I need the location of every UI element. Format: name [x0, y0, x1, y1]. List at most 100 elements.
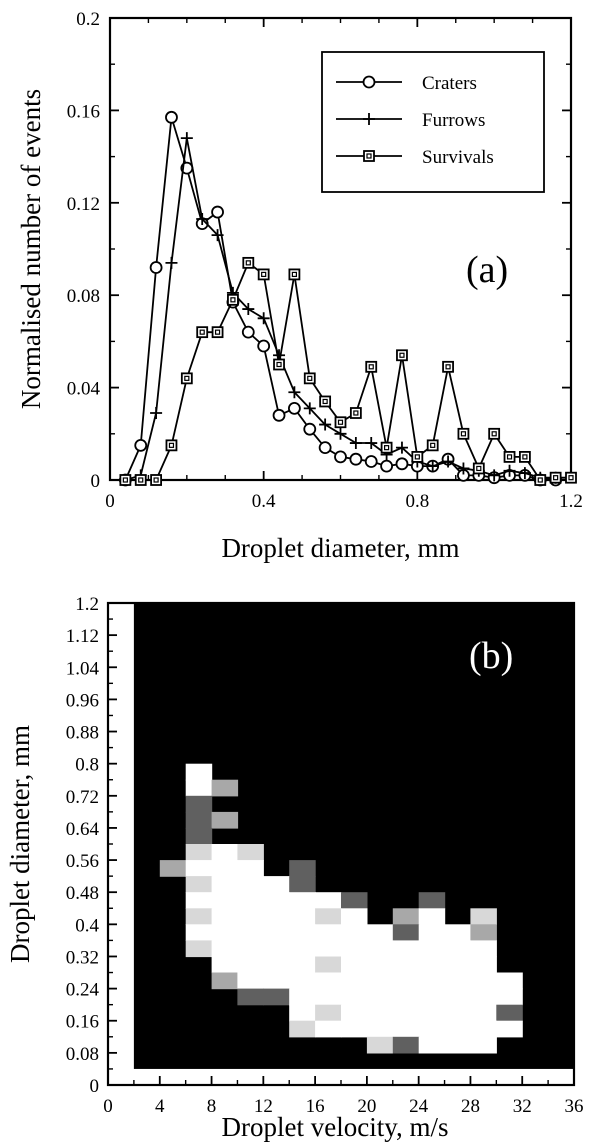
- heatmap-cell: [392, 924, 420, 941]
- series-survivals: [119, 256, 577, 486]
- legend-marker: [363, 150, 375, 162]
- heatmap-cell: [185, 940, 213, 958]
- square-inner: [506, 454, 513, 460]
- heatmap-cell: [211, 860, 239, 877]
- data-point-survivals: [534, 474, 547, 486]
- heatmap-cell: [263, 924, 290, 941]
- square-outer: [334, 416, 347, 429]
- data-point-survivals: [257, 268, 270, 281]
- square-outer: [150, 474, 163, 486]
- heatmap-cell: [366, 940, 394, 958]
- square-inner: [199, 329, 205, 335]
- square-outer: [380, 441, 393, 454]
- y-tick-label-b: 0.48: [66, 883, 99, 904]
- square-inner: [291, 271, 297, 278]
- square-inner: [368, 364, 374, 370]
- square-outer: [457, 427, 470, 440]
- heatmap-cell: [470, 1020, 497, 1038]
- legend-box: [321, 51, 545, 193]
- data-point-furrows: [442, 455, 455, 468]
- data-point-furrows: [349, 437, 362, 450]
- heatmap-cell: [185, 779, 213, 797]
- x-tick-label-b: 12: [254, 1096, 273, 1117]
- square-outer: [426, 439, 439, 452]
- heatmap-cell: [211, 972, 239, 990]
- heatmap-cell: [315, 908, 342, 925]
- heatmap-cell: [392, 1004, 420, 1022]
- heatmap-cell: [470, 1004, 497, 1022]
- x-tick-label-a: 0: [105, 491, 115, 512]
- square-outer: [242, 256, 255, 269]
- square-outer: [180, 372, 193, 385]
- legend-entry-craters: Craters: [336, 73, 477, 94]
- heatmap-cell: [470, 972, 497, 990]
- heatmap-cell: [289, 988, 316, 1006]
- square-outer: [503, 450, 516, 463]
- y-tick-label-a: 0.08: [67, 286, 100, 307]
- data-point-survivals: [227, 293, 239, 306]
- heatmap-cell: [263, 892, 290, 909]
- heatmap-cell: [237, 972, 264, 990]
- square-inner: [122, 477, 128, 483]
- heatmap-cell: [237, 956, 264, 974]
- heatmap-cell: [392, 908, 420, 925]
- data-point-survivals: [242, 256, 255, 269]
- square-outer: [534, 474, 547, 486]
- y-tick-label-a: 0: [91, 471, 101, 492]
- data-point-survivals: [211, 326, 224, 339]
- data-point-survivals: [288, 268, 301, 281]
- x-tick-label-a: 1.2: [559, 491, 583, 512]
- heatmap-cell: [392, 1020, 420, 1038]
- heatmap-cell: [237, 908, 264, 925]
- data-point-furrows: [365, 437, 378, 450]
- square-outer: [227, 293, 239, 306]
- data-point-furrows: [319, 418, 332, 431]
- heatmap-cell: [418, 988, 446, 1006]
- heatmap-cell: [289, 876, 316, 893]
- heatmap-cell: [418, 972, 446, 990]
- data-point-craters: [334, 450, 347, 464]
- data-point-craters: [287, 401, 301, 415]
- panel-label-a: (a): [466, 249, 508, 291]
- legend-marker: [363, 113, 375, 125]
- x-tick-label-b: 28: [461, 1096, 480, 1117]
- square-outer: [549, 471, 562, 484]
- data-point-furrows: [180, 132, 193, 145]
- heatmap-cell: [237, 924, 264, 941]
- square-outer: [349, 407, 362, 419]
- square-inner: [414, 454, 420, 460]
- y-tick-label-b: 0.64: [66, 819, 100, 840]
- y-tick-label-b: 0.24: [66, 980, 100, 1001]
- data-point-survivals: [503, 450, 516, 463]
- data-point-survivals: [303, 372, 316, 385]
- square-outer: [565, 471, 577, 484]
- heatmap-cell: [237, 988, 264, 1006]
- heatmap-cell: [289, 1004, 316, 1022]
- heatmap-cell: [263, 988, 290, 1006]
- heatmap-cell: [470, 908, 497, 925]
- heatmap-cell: [237, 860, 264, 877]
- square-inner: [537, 477, 543, 483]
- heatmap-cell: [444, 924, 472, 941]
- heatmap-cell: [289, 972, 316, 990]
- heatmap-cell: [185, 827, 213, 845]
- heatmap-cell: [341, 924, 368, 941]
- y-tick-label-a: 0.2: [76, 9, 100, 30]
- data-point-furrows: [488, 469, 501, 482]
- square-outer: [442, 360, 454, 373]
- heatmap-cell: [185, 892, 213, 909]
- heatmap-cell: [211, 956, 239, 974]
- square-inner: [337, 419, 344, 425]
- data-point-craters: [318, 441, 332, 455]
- square-outer: [119, 474, 132, 486]
- data-point-craters: [149, 261, 163, 274]
- legend-a: Craters Furrows Survivals: [321, 51, 545, 193]
- y-tick-label-b: 1.12: [66, 626, 99, 647]
- heatmap-cell: [185, 763, 213, 781]
- heatmap-cell: [341, 1004, 368, 1022]
- data-point-survivals: [119, 474, 132, 486]
- y-axis-label-a: Normalised number of events: [16, 89, 46, 409]
- data-point-craters: [241, 325, 255, 339]
- data-point-furrows: [395, 441, 408, 454]
- x-tick-label-a: 0.4: [252, 491, 276, 512]
